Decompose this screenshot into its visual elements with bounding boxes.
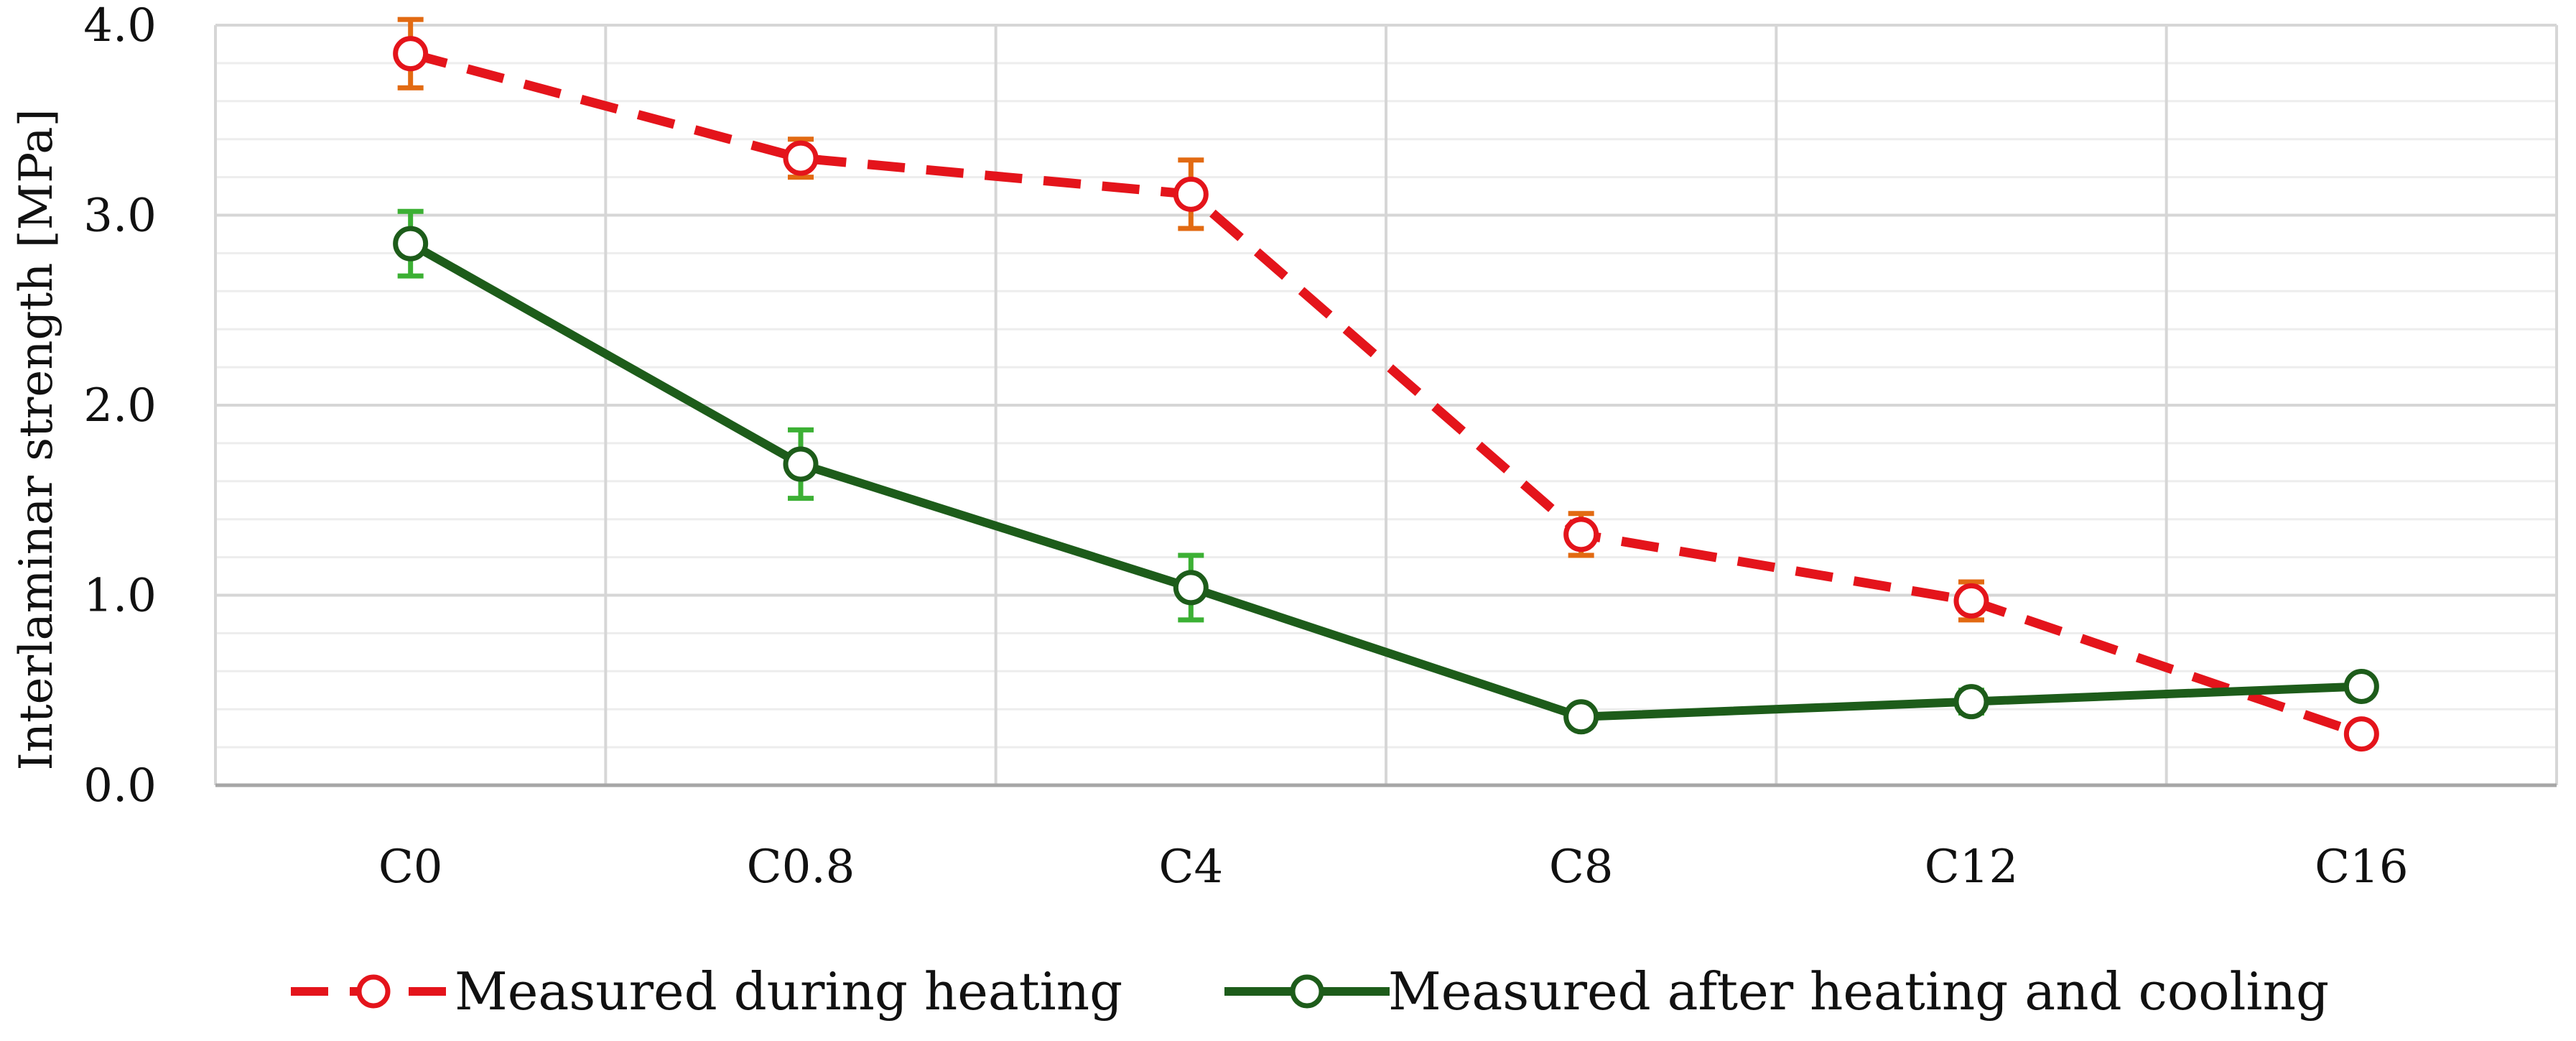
legend-item-2: Measured after heating and cooling (1224, 961, 2329, 1022)
y-tick-label: 3.0 (83, 190, 157, 243)
x-tick-label: C12 (1925, 841, 2018, 894)
series-line (409, 49, 2363, 739)
legend-item-1: Measured during heating (291, 961, 1122, 1022)
legend-label: Measured after heating and cooling (1388, 961, 2329, 1022)
legend: Measured during heating Measured after he… (291, 961, 2329, 1022)
y-tick-label: 0.0 (83, 759, 157, 813)
series-1 (393, 17, 2379, 752)
y-tick-label: 1.0 (83, 570, 157, 623)
x-tick-label: C0 (378, 841, 443, 894)
data-point (1563, 699, 1599, 735)
legend-marker (1290, 974, 1324, 1009)
data-point (393, 36, 429, 72)
data-point (393, 226, 429, 262)
x-tick-label: C8 (1549, 841, 1614, 894)
y-tick-label: 4.0 (83, 0, 157, 52)
legend-marker (356, 974, 391, 1009)
x-axis-ticks: C0 C0.8 C4 C8 C12 C16 (378, 841, 2409, 894)
data-point (2343, 668, 2379, 704)
y-axis-ticks: 0.0 1.0 2.0 3.0 4.0 (83, 0, 157, 813)
x-tick-label: C16 (2315, 841, 2408, 894)
data-point (1563, 517, 1599, 552)
data-point (2343, 716, 2379, 752)
legend-label: Measured during heating (455, 961, 1122, 1022)
y-axis-title: Interlaminar strength [MPa] (10, 108, 63, 770)
data-point (1953, 684, 1989, 720)
data-point (1953, 583, 1989, 619)
data-point (1173, 176, 1209, 212)
series-line (408, 239, 2362, 721)
data-point (1173, 570, 1209, 606)
grid (214, 24, 2558, 787)
series-layer (393, 17, 2379, 752)
x-tick-label: C0.8 (747, 841, 855, 894)
data-point (783, 140, 819, 176)
data-point (783, 446, 819, 482)
series-2 (393, 208, 2379, 735)
y-tick-label: 2.0 (83, 379, 157, 432)
x-tick-label: C4 (1158, 841, 1223, 894)
